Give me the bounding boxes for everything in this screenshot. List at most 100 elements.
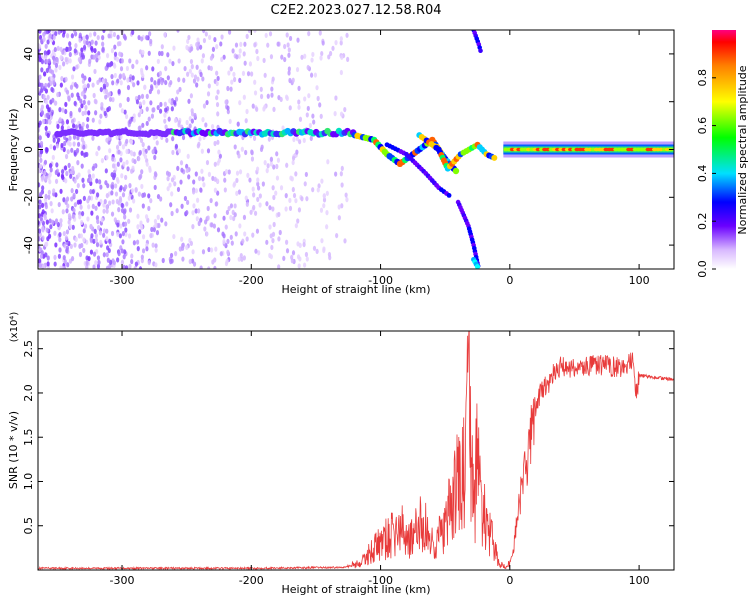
spectrogram-noise-dot: [235, 190, 239, 196]
spectrogram-noise-dot: [292, 136, 296, 143]
spectrogram-noise-dot: [119, 80, 123, 86]
spectrogram-noise-dot: [45, 219, 49, 225]
spectrogram-noise-dot: [140, 254, 144, 260]
spectrogram-noise-dot: [138, 175, 142, 181]
spectrogram-noise-dot: [269, 156, 274, 162]
snr-plot-area: [38, 331, 674, 570]
spectrogram-noise-dot: [192, 78, 197, 84]
spectrogram-noise-dot: [285, 239, 289, 245]
spectrogram-noise-dot: [237, 256, 241, 262]
spectrogram-noise-dot: [235, 54, 239, 60]
spectrogram-noise-dot: [61, 107, 65, 113]
spectrogram-noise-dot: [90, 45, 94, 52]
spectrogram-noise-dot: [63, 165, 68, 171]
spectrogram-noise-dot: [170, 258, 174, 264]
spectrogram-noise-dot: [265, 201, 269, 207]
spectrogram-noise-dot: [276, 157, 281, 163]
spectrogram-noise-dot: [147, 205, 151, 212]
spectrogram-noise-dot: [46, 236, 50, 242]
spectrogram-noise-dot: [64, 178, 68, 184]
spectrogram-noise-dot: [145, 120, 149, 127]
spectrogram-noise-dot: [80, 52, 84, 58]
spectrogram-noise-dot: [322, 247, 326, 254]
spectrogram-noise-dot: [140, 169, 144, 175]
spectrogram-noise-dot: [100, 157, 105, 164]
spectrogram-noise-dot: [275, 163, 279, 170]
spectrogram-noise-dot: [39, 149, 43, 155]
colorbar-tick-label: 0.2: [696, 212, 709, 230]
spectrogram-noise-dot: [92, 238, 96, 244]
spectrogram-noise-dot: [44, 204, 48, 210]
spectrogram-noise-dot: [199, 265, 203, 269]
spectrogram-noise-dot: [249, 209, 253, 215]
spectrogram-noise-dot: [343, 238, 347, 244]
spectrogram-noise-dot: [41, 263, 45, 269]
spectrogram-noise-dot: [58, 231, 62, 238]
spectrogram-noise-dot: [274, 190, 278, 196]
spectrogram-trace-dot: [478, 48, 483, 54]
spectrogram-noise-dot: [188, 68, 192, 74]
spectrogram-noise-dot: [40, 82, 44, 88]
spectrogram-noise-dot: [227, 30, 232, 35]
spectrogram-noise-dot: [193, 112, 197, 119]
spectrogram-noise-dot: [340, 203, 344, 209]
spectrogram-noise-dot: [211, 259, 215, 265]
spectrogram-noise-dot: [305, 256, 309, 262]
spectrogram-noise-dot: [118, 40, 122, 47]
snr-y-tick-label: 1.0: [22, 473, 35, 491]
spectrogram-noise-dot: [46, 261, 50, 267]
snr-x-label: Height of straight line (km): [281, 583, 430, 596]
spectrogram-noise-dot: [173, 117, 178, 124]
spectrogram-noise-dot: [89, 177, 93, 183]
spectrogram-noise-dot: [118, 51, 122, 57]
spectrogram-noise-dot: [216, 190, 220, 196]
spectrogram-noise-dot: [138, 229, 142, 235]
spectrogram-noise-dot: [173, 181, 177, 187]
spectrogram-noise-dot: [216, 75, 220, 82]
spectrogram-noise-dot: [155, 140, 159, 146]
spectrogram-noise-dot: [295, 149, 299, 155]
snr-frame: [37, 330, 675, 571]
spectrogram-noise-dot: [62, 230, 66, 237]
spectrogram-noise-dot: [239, 253, 243, 259]
spectrogram-noise-dot: [177, 58, 181, 64]
spectrogram-noise-dot: [107, 247, 111, 254]
spectrogram-noise-dot: [128, 58, 132, 64]
spectrogram-noise-dot: [306, 105, 310, 112]
spectrogram-noise-dot: [238, 223, 242, 229]
spectrogram-noise-dot: [80, 47, 84, 53]
spectrogram-noise-dot: [96, 79, 100, 86]
spectrogram-noise-dot: [82, 140, 86, 146]
spectrogram-noise-dot: [305, 196, 309, 202]
spectrogram-noise-dot: [268, 31, 273, 37]
spectrogram-noise-dot: [230, 79, 234, 85]
spectrogram-noise-dot: [49, 224, 53, 230]
spectrogram-noise-dot: [164, 79, 168, 86]
spectrogram-noise-dot: [42, 94, 46, 100]
spectrogram-noise-dot: [197, 175, 202, 182]
spectrogram-noise-dot: [138, 149, 142, 156]
spectrogram-noise-dot: [320, 238, 324, 244]
spectrogram-noise-dot: [55, 162, 59, 168]
spectrogram-noise-dot: [69, 243, 73, 250]
spectrogram-noise-dot: [154, 243, 158, 249]
spectrogram-noise-dot: [195, 82, 199, 88]
spectrogram-noise-dot: [65, 229, 70, 235]
spectrogram-noise-dot: [270, 92, 274, 98]
spectrogram-noise-dot: [84, 104, 88, 111]
spectrogram-noise-dot: [170, 177, 175, 183]
spectrogram-noise-dot: [298, 242, 302, 248]
spectrogram-noise-dot: [167, 116, 171, 122]
spectrogram-noise-dot: [195, 216, 199, 222]
spectrogram-noise-dot: [233, 203, 237, 209]
spectrogram-noise-dot: [271, 185, 275, 191]
spectrogram-noise-dot: [215, 70, 219, 76]
spectrogram-noise-dot: [337, 204, 341, 210]
spectrogram-noise-dot: [97, 201, 101, 207]
spectrogram-x-ticks: -300 -200 -100 0 100: [110, 30, 650, 287]
colorbar-label: Normalized spectral amplitude: [736, 65, 749, 234]
spectrogram-noise-dot: [145, 65, 149, 71]
spectrogram-noise-dot: [276, 41, 280, 47]
spectrogram-noise-dot: [151, 242, 155, 248]
spectrogram-noise-dot: [291, 159, 295, 166]
